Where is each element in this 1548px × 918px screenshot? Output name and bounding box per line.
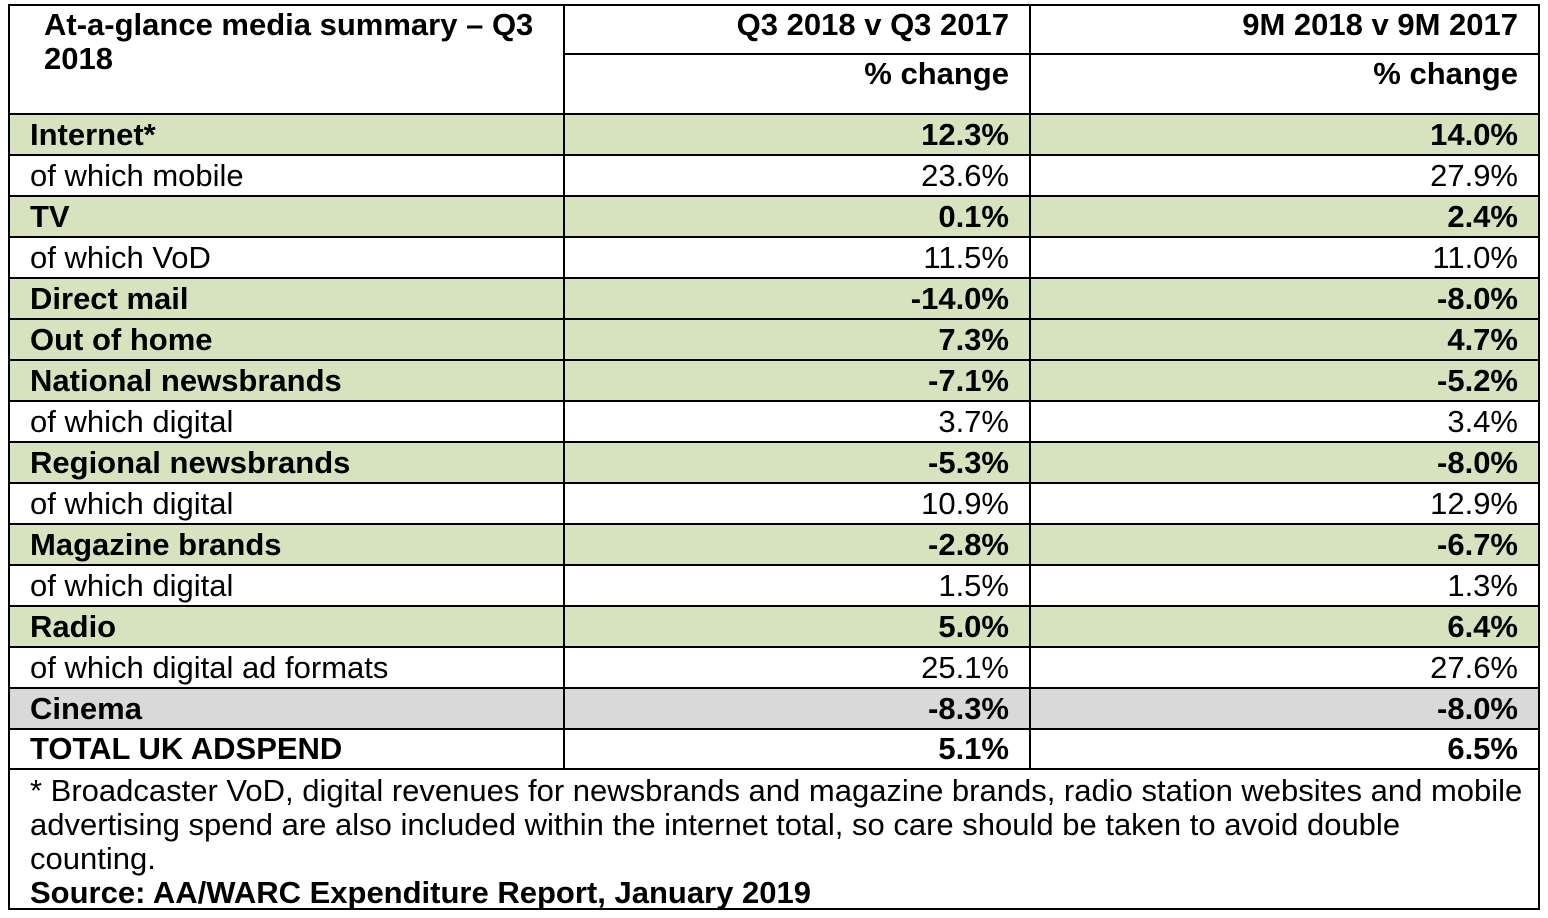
row-value-9m: 1.3% — [1029, 564, 1538, 607]
table-row: of which digital 1.5% 1.3% — [10, 564, 1538, 607]
row-label: of which digital — [10, 400, 565, 443]
row-value-9m: -6.7% — [1029, 523, 1538, 566]
row-value-9m: 27.6% — [1029, 646, 1538, 689]
row-value-q3: -14.0% — [563, 277, 1031, 320]
row-value-q3: 1.5% — [563, 564, 1031, 607]
row-value-q3: 23.6% — [563, 154, 1031, 197]
column-header-9m: 9M 2018 v 9M 2017 — [1029, 6, 1538, 55]
table-row: of which mobile 23.6% 27.9% — [10, 154, 1538, 197]
table-row: Direct mail -14.0% -8.0% — [10, 277, 1538, 320]
table-row: TOTAL UK ADSPEND 5.1% 6.5% — [10, 728, 1538, 770]
row-value-q3: 3.7% — [563, 400, 1031, 443]
table-body: Internet* 12.3% 14.0% of which mobile 23.6% 2… — [10, 114, 1538, 770]
media-summary-table: At-a-glance media summary – Q3 2018 Q3 2… — [10, 6, 1538, 770]
table-row: of which digital 10.9% 12.9% — [10, 482, 1538, 525]
table-row: Magazine brands -2.8% -6.7% — [10, 523, 1538, 566]
row-value-9m: -8.0% — [1029, 277, 1538, 320]
row-label: Internet* — [10, 114, 565, 156]
row-value-9m: 3.4% — [1029, 400, 1538, 443]
table-row: Internet* 12.3% 14.0% — [10, 114, 1538, 156]
row-value-9m: 11.0% — [1029, 236, 1538, 279]
table-row: Radio 5.0% 6.4% — [10, 605, 1538, 648]
row-value-9m: 2.4% — [1029, 195, 1538, 238]
table-row: Regional newsbrands -5.3% -8.0% — [10, 441, 1538, 484]
table-row: Cinema -8.3% -8.0% — [10, 687, 1538, 730]
row-value-q3: -5.3% — [563, 441, 1031, 484]
row-value-q3: 12.3% — [563, 114, 1031, 156]
row-value-9m: 12.9% — [1029, 482, 1538, 525]
row-label: of which VoD — [10, 236, 565, 279]
row-value-9m: -8.0% — [1029, 687, 1538, 730]
row-value-q3: 5.1% — [563, 728, 1031, 770]
row-value-9m: 27.9% — [1029, 154, 1538, 197]
summary-document: At-a-glance media summary – Q3 2018 Q3 2… — [8, 4, 1540, 910]
row-value-9m: 14.0% — [1029, 114, 1538, 156]
row-label: TOTAL UK ADSPEND — [10, 728, 565, 770]
table-title: At-a-glance media summary – Q3 2018 — [10, 6, 565, 115]
row-label: of which digital — [10, 564, 565, 607]
table-row: TV 0.1% 2.4% — [10, 195, 1538, 238]
column-header-q3: Q3 2018 v Q3 2017 — [563, 6, 1031, 55]
row-label: TV — [10, 195, 565, 238]
row-value-9m: 4.7% — [1029, 318, 1538, 361]
row-value-q3: 5.0% — [563, 605, 1031, 648]
row-label: Out of home — [10, 318, 565, 361]
table-subheader-row: % change % change — [10, 53, 1538, 115]
row-value-9m: -8.0% — [1029, 441, 1538, 484]
footnote-source: Source: AA/WARC Expenditure Report, Janu… — [30, 875, 811, 910]
row-value-q3: 11.5% — [563, 236, 1031, 279]
row-value-q3: -8.3% — [563, 687, 1031, 730]
row-label: of which mobile — [10, 154, 565, 197]
table-row: of which VoD 11.5% 11.0% — [10, 236, 1538, 279]
table-header-row: At-a-glance media summary – Q3 2018 Q3 2… — [10, 6, 1538, 115]
row-label: of which digital — [10, 482, 565, 525]
row-label: Cinema — [10, 687, 565, 730]
table-row: of which digital 3.7% 3.4% — [10, 400, 1538, 443]
row-value-q3: -7.1% — [563, 359, 1031, 402]
row-value-q3: -2.8% — [563, 523, 1031, 566]
row-value-q3: 25.1% — [563, 646, 1031, 689]
table-row: Out of home 7.3% 4.7% — [10, 318, 1538, 361]
footnote: * Broadcaster VoD, digital revenues for … — [30, 774, 1526, 910]
row-value-9m: 6.4% — [1029, 605, 1538, 648]
footnote-note: * Broadcaster VoD, digital revenues for … — [30, 773, 1523, 876]
row-label: Magazine brands — [10, 523, 565, 566]
table-row: National newsbrands -7.1% -5.2% — [10, 359, 1538, 402]
row-label: National newsbrands — [10, 359, 565, 402]
row-value-9m: -5.2% — [1029, 359, 1538, 402]
row-value-q3: 7.3% — [563, 318, 1031, 361]
row-value-q3: 10.9% — [563, 482, 1031, 525]
row-label: Direct mail — [10, 277, 565, 320]
subheader-q3-percent-change: % change — [564, 53, 1031, 115]
table-row: of which digital ad formats 25.1% 27.6% — [10, 646, 1538, 689]
subheader-9m-percent-change: % change — [1029, 53, 1538, 115]
row-value-9m: 6.5% — [1029, 728, 1538, 770]
row-label: Radio — [10, 605, 565, 648]
row-value-q3: 0.1% — [563, 195, 1031, 238]
row-label: Regional newsbrands — [10, 441, 565, 484]
row-label: of which digital ad formats — [10, 646, 565, 689]
